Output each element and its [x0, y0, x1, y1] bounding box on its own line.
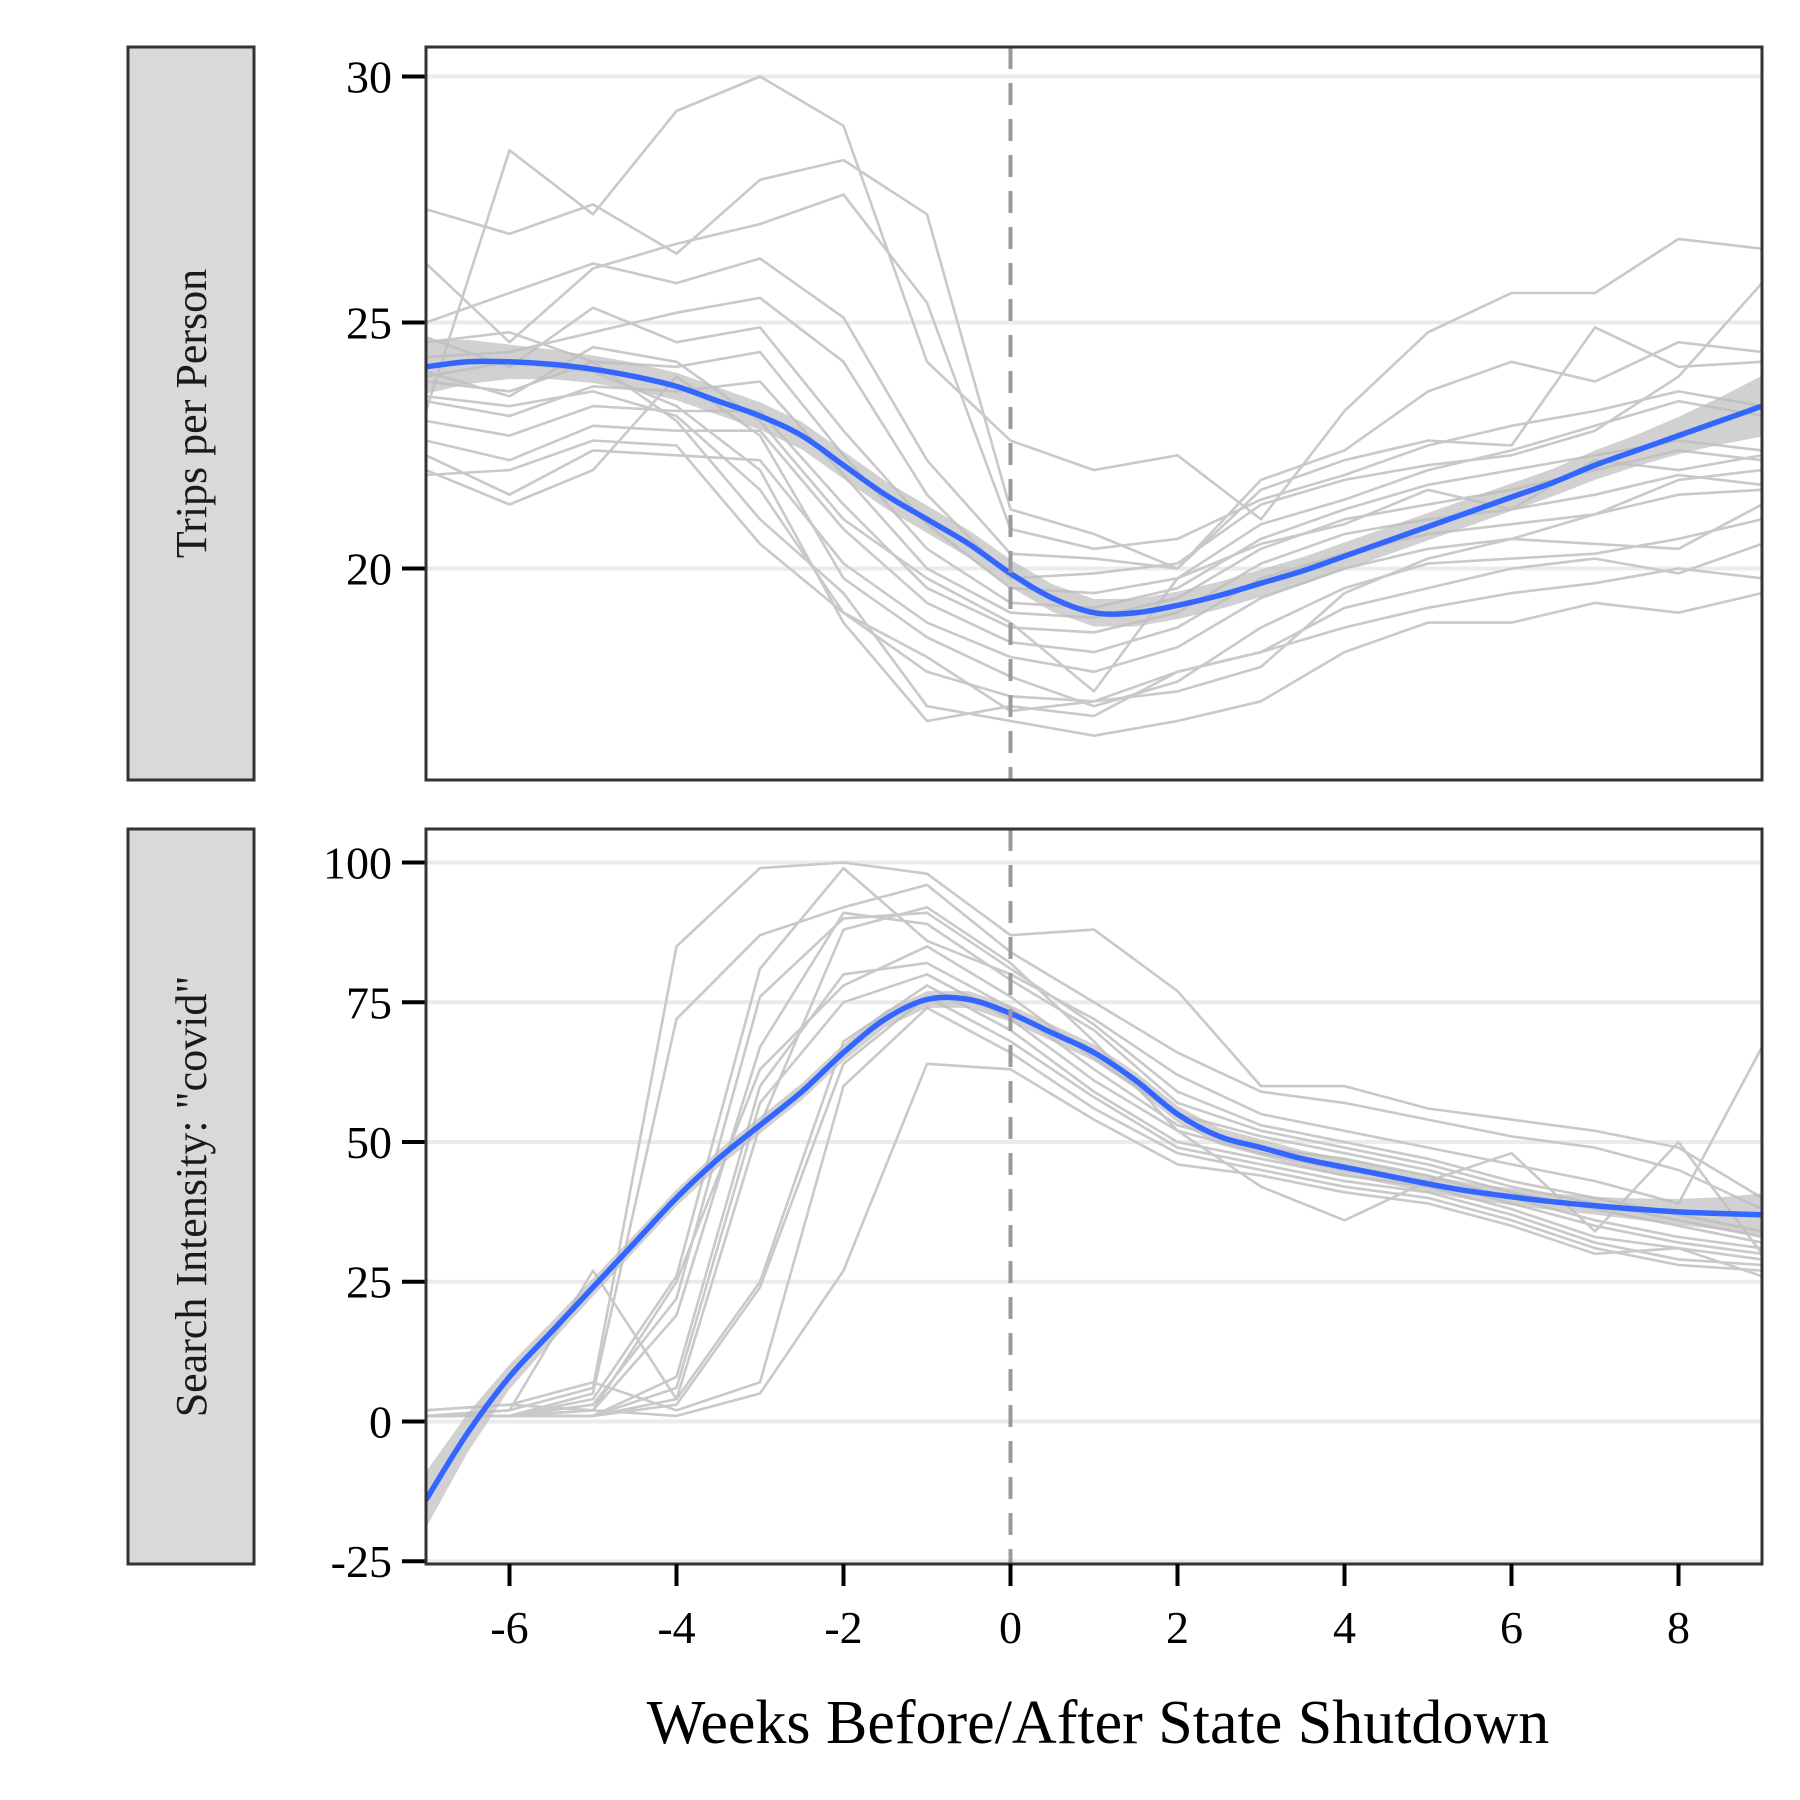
y-tick-label: 0 — [369, 1396, 392, 1447]
x-tick-label: -6 — [490, 1602, 528, 1653]
series-line-6 — [426, 306, 1762, 595]
x-tick-label: 2 — [1166, 1602, 1189, 1653]
series-line-10 — [426, 995, 1762, 1418]
x-tick-label: 0 — [999, 1602, 1022, 1653]
panel-2: Search Intensity: "covid" -25 0 25 50 75 100 — [126, 827, 1764, 1587]
panel-border — [424, 827, 1764, 1566]
series-line-13 — [426, 906, 1762, 1418]
x-tick-label: -2 — [824, 1602, 862, 1653]
series-line-4 — [426, 257, 1762, 570]
y-tick-label: 75 — [346, 977, 392, 1028]
y-tick-label: 50 — [346, 1117, 392, 1168]
strip-panel-1 — [126, 45, 256, 782]
series-line-2 — [426, 883, 1762, 1418]
series-line-16 — [426, 331, 1762, 737]
x-axis: -6 -4 -2 0 2 4 6 8 — [490, 1564, 1690, 1653]
series-line-3 — [426, 193, 1762, 551]
x-tick-label: -4 — [657, 1602, 695, 1653]
y-tick-label: 30 — [346, 52, 392, 103]
plot-area — [426, 75, 1762, 737]
series-line-6 — [426, 945, 1762, 1418]
series-line-10 — [426, 424, 1762, 654]
series-line-4 — [426, 911, 1762, 1418]
series-line-11 — [426, 449, 1762, 674]
y-tick-label: -25 — [331, 1536, 392, 1587]
panel-1: Trips per Person 20 25 30 — [126, 45, 1764, 782]
series-line-11 — [426, 1006, 1762, 1412]
smooth-trend-line — [426, 358, 1762, 617]
plot-area — [426, 861, 1762, 1528]
series-line-9 — [426, 984, 1762, 1418]
confidence-ribbon — [426, 339, 1762, 627]
y-tick-label: 25 — [346, 297, 392, 348]
series-line-5 — [426, 911, 1762, 1418]
panel-border — [424, 45, 1764, 782]
series-line-2 — [426, 158, 1762, 570]
series-line-5 — [426, 282, 1762, 580]
series-line-15 — [426, 360, 1762, 723]
x-tick-label: 6 — [1500, 1602, 1523, 1653]
series-line-1 — [426, 75, 1762, 521]
strip-panel-2 — [126, 827, 256, 1566]
series-line-3 — [426, 866, 1762, 1418]
strip-label: Search Intensity: "covid" — [167, 976, 216, 1418]
smooth-trend-line — [426, 994, 1762, 1503]
series-line-12 — [426, 1062, 1762, 1418]
y-tick-label: 25 — [346, 1257, 392, 1308]
x-tick-label: 4 — [1333, 1602, 1356, 1653]
y-tick-label: 20 — [346, 543, 392, 594]
confidence-ribbon — [426, 991, 1762, 1528]
strip-label: Trips per Person — [167, 269, 216, 558]
series-line-14 — [426, 390, 1762, 713]
series-line-8 — [426, 973, 1762, 1418]
y-tick-label: 100 — [323, 838, 392, 889]
x-axis-title: Weeks Before/After State Shutdown — [647, 1689, 1549, 1757]
series-line-1 — [426, 861, 1762, 1418]
x-tick-label: 8 — [1667, 1602, 1690, 1653]
